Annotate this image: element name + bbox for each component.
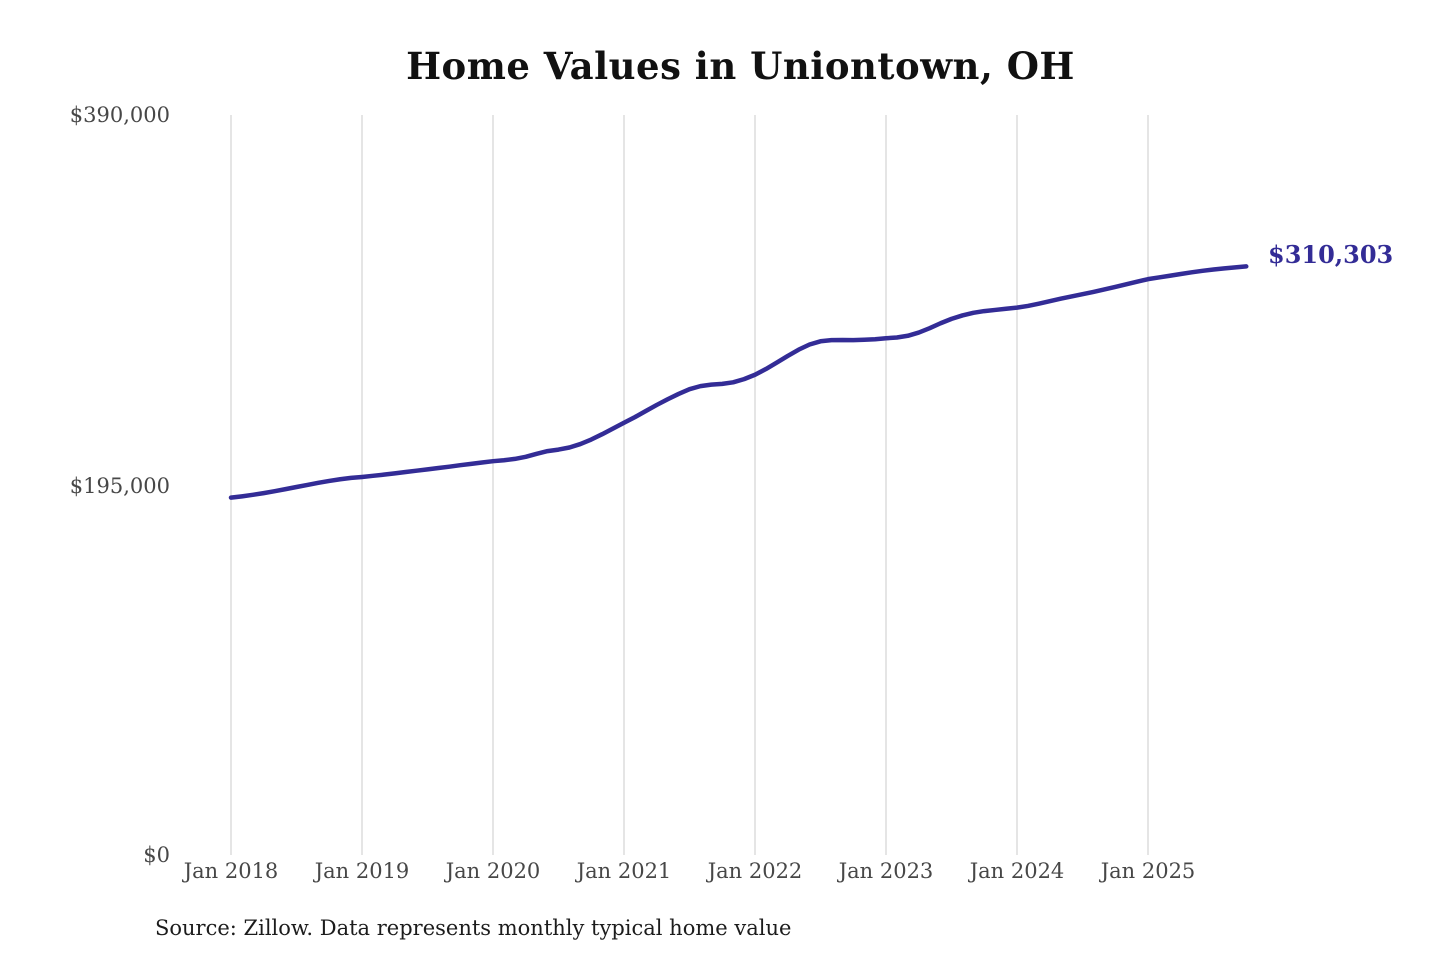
x-axis-tick-jan-2024: Jan 2024: [969, 859, 1065, 883]
x-axis-tick-jan-2025: Jan 2025: [1100, 859, 1196, 883]
y-axis-tick-195000: $195,000: [69, 474, 170, 498]
x-axis-tick-jan-2020: Jan 2020: [445, 859, 541, 883]
home-value-line: [228, 264, 1249, 500]
chart-title: Home Values in Uniontown, OH: [406, 44, 1075, 88]
x-axis-tick-jan-2019: Jan 2019: [314, 859, 410, 883]
source-note: Source: Zillow. Data represents monthly …: [155, 916, 792, 940]
x-axis-tick-jan-2023: Jan 2023: [838, 859, 934, 883]
x-axis-tick-jan-2018: Jan 2018: [183, 859, 279, 883]
x-axis-tick-jan-2022: Jan 2022: [707, 859, 803, 883]
y-axis-tick-390000: $390,000: [69, 103, 170, 127]
y-axis-tick-0: $0: [143, 843, 170, 867]
gridlines: [230, 115, 1149, 855]
x-axis-tick-jan-2021: Jan 2021: [576, 859, 672, 883]
end-value-label: $310,303: [1268, 240, 1394, 269]
